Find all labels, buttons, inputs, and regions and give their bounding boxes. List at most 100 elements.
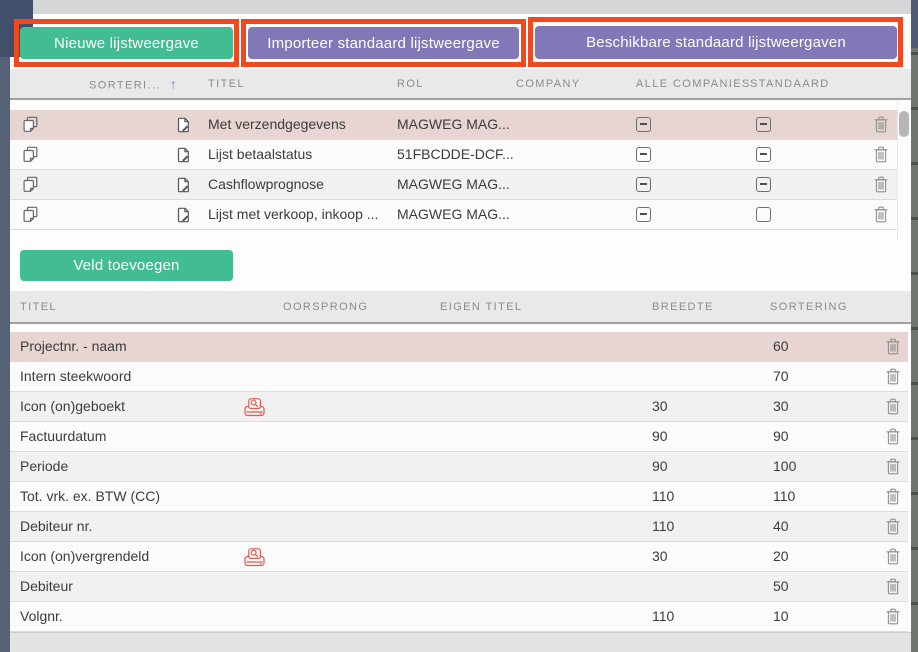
field-sorting: 110 [773, 488, 796, 504]
sort-ascending-icon: ↑ [169, 76, 177, 91]
field-width: 30 [652, 548, 668, 564]
edit-icon[interactable] [176, 177, 191, 193]
scrollbar-track[interactable] [897, 100, 911, 240]
column-header-titel: TITEL [208, 77, 245, 90]
import-default-button[interactable]: Importeer standaard lijstweergave [248, 27, 519, 59]
field-row[interactable]: Tot. vrk. ex. BTW (CC) 110 110 [10, 482, 908, 512]
list-view-row[interactable]: Cashflowprognose MAGWEG MAG... [10, 170, 897, 200]
trash-icon[interactable] [874, 116, 888, 133]
trash-icon[interactable] [874, 206, 888, 223]
available-defaults-button[interactable]: Beschikbare standaard lijstweergaven [535, 26, 897, 59]
list-view-role: MAGWEG MAG... [397, 116, 510, 132]
footer-bar [10, 632, 911, 652]
all-companies-checkbox[interactable] [636, 207, 651, 222]
field-sorting: 50 [773, 578, 789, 594]
edit-icon[interactable] [176, 207, 191, 223]
field-title: Icon (on)vergrendeld [20, 548, 150, 564]
fields-table-header: TITEL OORSPRONG EIGEN TITEL BREEDTE SORT… [10, 291, 911, 324]
column-header-alle-companies: ALLE COMPANIES [636, 77, 751, 90]
trash-icon[interactable] [886, 458, 900, 475]
list-views-table-header: SORTERI... ↑ TITEL ROL COMPANY ALLE COMPA… [10, 69, 911, 100]
new-list-view-button[interactable]: Nieuwe lijstweergave [20, 27, 233, 59]
copy-icon[interactable] [22, 176, 39, 193]
list-view-title: Cashflowprognose [208, 176, 324, 192]
field-row[interactable]: Icon (on)vergrendeld 30 20 [10, 542, 908, 572]
field-title: Icon (on)geboekt [20, 398, 126, 414]
standaard-checkbox[interactable] [756, 207, 771, 222]
all-companies-checkbox[interactable] [636, 177, 651, 192]
column-header-titel: TITEL [20, 300, 57, 313]
trash-icon[interactable] [886, 338, 900, 355]
trash-icon[interactable] [874, 146, 888, 163]
add-field-button[interactable]: Veld toevoegen [20, 250, 233, 281]
background-left-strip [0, 0, 10, 652]
all-companies-checkbox[interactable] [636, 117, 651, 132]
trash-icon[interactable] [886, 428, 900, 445]
field-width: 110 [652, 608, 675, 624]
field-title: Tot. vrk. ex. BTW (CC) [20, 488, 160, 504]
list-view-role: 51FBCDDE-DCF... [397, 146, 514, 162]
trash-icon[interactable] [874, 176, 888, 193]
list-view-title: Met verzendgegevens [208, 116, 346, 132]
column-header-rol: ROL [397, 77, 424, 90]
column-header-eigen-titel: EIGEN TITEL [440, 300, 523, 313]
copy-icon[interactable] [22, 116, 39, 133]
column-header-breedte: BREEDTE [652, 300, 714, 313]
list-view-title: Lijst betaalstatus [208, 146, 313, 162]
field-title: Factuurdatum [20, 428, 107, 444]
field-title: Volgnr. [20, 608, 63, 624]
list-view-row[interactable]: Lijst met verkoop, inkoop ... MAGWEG MAG… [10, 200, 897, 230]
trash-icon[interactable] [886, 488, 900, 505]
drive-search-icon [244, 548, 265, 567]
edit-icon[interactable] [176, 117, 191, 133]
column-header-sortering: SORTERING [770, 300, 848, 313]
field-width: 90 [652, 428, 668, 444]
column-header-sortering[interactable]: SORTERI... ↑ [89, 76, 176, 91]
standaard-checkbox[interactable] [756, 117, 771, 132]
field-row[interactable]: Factuurdatum 90 90 [10, 422, 908, 452]
field-row[interactable]: Intern steekwoord 70 [10, 362, 908, 392]
scrollbar-thumb[interactable] [899, 111, 909, 137]
background-right-strip [911, 0, 918, 652]
field-row[interactable]: Debiteur nr. 110 40 [10, 512, 908, 542]
column-header-oorsprong: OORSPRONG [283, 300, 369, 313]
field-sorting: 40 [773, 518, 789, 534]
trash-icon[interactable] [886, 548, 900, 565]
standaard-checkbox[interactable] [756, 177, 771, 192]
field-width: 90 [652, 458, 668, 474]
copy-icon[interactable] [22, 146, 39, 163]
list-view-row[interactable]: Met verzendgegevens MAGWEG MAG... [10, 110, 897, 140]
list-view-role: MAGWEG MAG... [397, 206, 510, 222]
copy-icon[interactable] [22, 206, 39, 223]
column-header-sortering-label: SORTERI... [89, 79, 161, 91]
field-row[interactable]: Debiteur 50 [10, 572, 908, 602]
trash-icon[interactable] [886, 398, 900, 415]
trash-icon[interactable] [886, 368, 900, 385]
field-width: 110 [652, 518, 675, 534]
trash-icon[interactable] [886, 608, 900, 625]
background-top-strip [0, 0, 918, 14]
field-sorting: 30 [773, 398, 789, 414]
field-sorting: 10 [773, 608, 789, 624]
field-width: 30 [652, 398, 668, 414]
drive-search-icon [244, 398, 265, 417]
trash-icon[interactable] [886, 518, 900, 535]
field-title: Periode [20, 458, 69, 474]
standaard-checkbox[interactable] [756, 147, 771, 162]
field-row[interactable]: Periode 90 100 [10, 452, 908, 482]
field-row[interactable]: Volgnr. 110 10 [10, 602, 908, 632]
list-view-row[interactable]: Lijst betaalstatus 51FBCDDE-DCF... [10, 140, 897, 170]
field-sorting: 100 [773, 458, 797, 474]
trash-icon[interactable] [886, 578, 900, 595]
field-row[interactable]: Projectnr. - naam 60 [10, 332, 908, 362]
all-companies-checkbox[interactable] [636, 147, 651, 162]
field-sorting: 20 [773, 548, 789, 564]
field-sorting: 60 [773, 338, 789, 354]
edit-icon[interactable] [176, 147, 191, 163]
field-row[interactable]: Icon (on)geboekt 30 30 [10, 392, 908, 422]
field-sorting: 90 [773, 428, 789, 444]
field-title: Projectnr. - naam [20, 338, 127, 354]
field-title: Debiteur nr. [20, 518, 93, 534]
list-view-role: MAGWEG MAG... [397, 176, 510, 192]
field-title: Debiteur [20, 578, 73, 594]
